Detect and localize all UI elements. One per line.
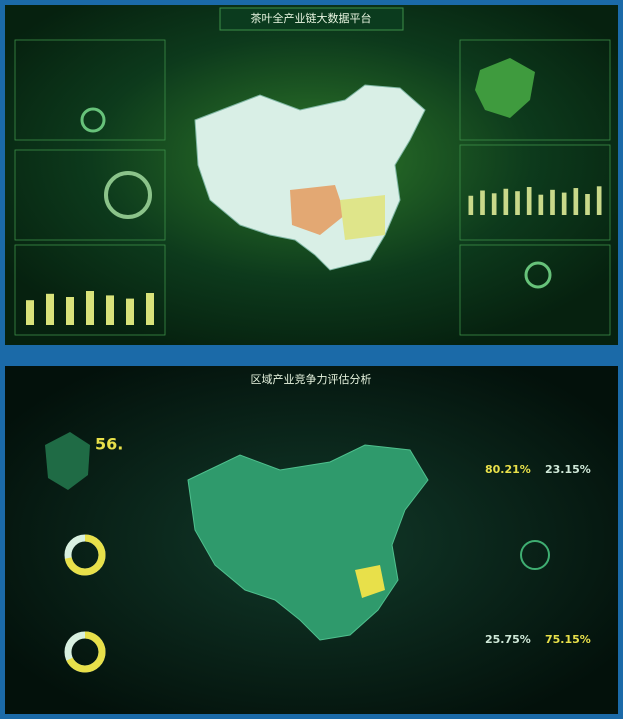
bar — [538, 194, 544, 215]
bar — [573, 188, 579, 215]
bar — [46, 293, 54, 325]
map-region — [340, 195, 385, 240]
bottom-title: 区域产业竞争力评估分析 — [251, 372, 372, 386]
ring — [104, 171, 152, 219]
panel-frames — [14, 39, 611, 336]
map-region — [355, 565, 385, 598]
bar — [561, 192, 567, 215]
ring — [520, 540, 550, 570]
bar — [468, 195, 474, 215]
bar — [596, 186, 602, 215]
kpi-value: 23.15% — [545, 463, 591, 476]
bar — [126, 298, 134, 325]
bar — [26, 300, 34, 325]
bar — [146, 293, 154, 325]
stat-value: 56. — [95, 435, 123, 454]
province-map — [45, 432, 90, 490]
map-region — [290, 185, 345, 235]
top-title: 茶叶全产业链大数据平台 — [251, 11, 372, 25]
kpi-value: 80.21% — [485, 463, 531, 476]
bar — [491, 193, 497, 215]
province-map — [475, 58, 535, 118]
bar — [585, 194, 590, 215]
bar — [526, 187, 532, 215]
bar — [106, 295, 114, 325]
bar — [66, 297, 74, 325]
donut-arc — [64, 534, 106, 576]
bar — [86, 291, 94, 325]
ring — [524, 261, 552, 289]
donut-arc — [64, 631, 106, 673]
bar — [480, 190, 485, 215]
ring — [80, 107, 106, 133]
bar — [515, 191, 520, 215]
header-bar — [219, 7, 404, 31]
bar — [550, 189, 555, 215]
kpi-value: 25.75% — [485, 633, 531, 646]
bar — [503, 188, 509, 215]
kpi-value: 75.15% — [545, 633, 591, 646]
